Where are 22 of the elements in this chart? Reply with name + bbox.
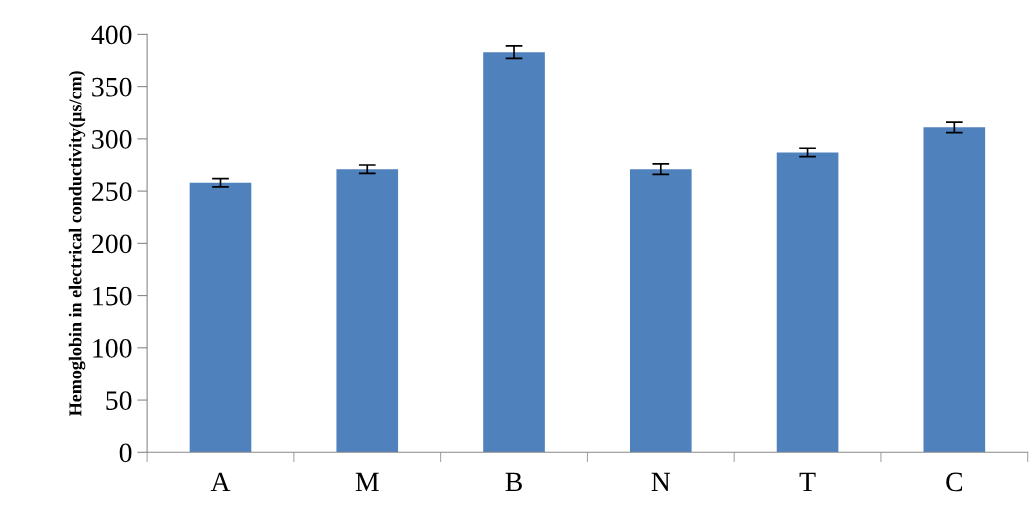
x-tick-label: M <box>355 472 379 492</box>
y-tick-label: 100 <box>93 338 132 358</box>
y-tick-label: 250 <box>92 182 132 202</box>
x-tick-label: A <box>210 472 231 492</box>
x-tick-label: C <box>946 472 963 492</box>
y-tick-label: 150 <box>93 286 132 306</box>
y-tick-label: 300 <box>92 130 132 149</box>
y-tick-label: 50 <box>106 391 132 410</box>
y-tick-label: 400 <box>91 25 132 45</box>
bar <box>923 127 986 453</box>
y-axis-title: Hemoglobin in electrical conductivity(µs/cm) <box>68 71 86 416</box>
bar <box>776 152 839 453</box>
bar <box>336 169 399 453</box>
bar <box>483 52 545 453</box>
x-tick-label: B <box>505 472 522 492</box>
bar <box>189 182 252 453</box>
y-tick-label: 200 <box>92 234 132 254</box>
x-tick-label: N <box>651 472 671 492</box>
y-tick-label: 0 <box>119 443 132 463</box>
y-tick-label: 350 <box>92 77 132 97</box>
bar <box>629 169 692 453</box>
x-tick-label: T <box>799 472 816 492</box>
